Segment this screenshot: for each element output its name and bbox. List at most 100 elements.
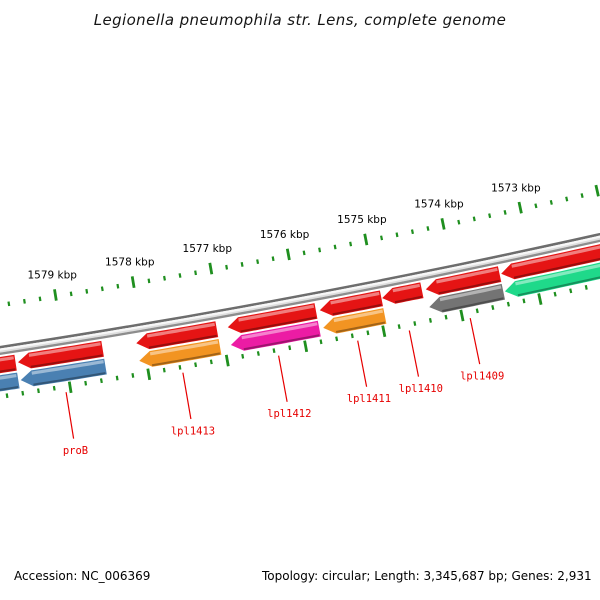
minor-tick-mark	[256, 351, 260, 356]
minor-tick-mark	[335, 336, 339, 342]
minor-tick-mark	[472, 216, 476, 222]
gene-label-line	[408, 330, 420, 377]
gene-arrow-highlight	[439, 285, 502, 302]
minor-tick-mark	[522, 298, 526, 304]
minor-tick-mark	[84, 380, 88, 386]
minor-tick-mark	[319, 339, 323, 345]
minor-tick-mark	[475, 308, 479, 314]
major-tick-mark	[537, 293, 543, 305]
minor-tick-mark	[565, 196, 569, 202]
minor-tick-mark	[413, 321, 417, 326]
minor-tick-mark	[333, 244, 337, 250]
gene-arrow-shadow	[438, 279, 500, 295]
gene-label-line	[469, 317, 481, 365]
major-tick-mark	[594, 184, 600, 197]
minor-tick-mark	[256, 259, 260, 264]
gene-arrow-shadow	[0, 386, 19, 391]
gene-arrow-highlight	[241, 322, 318, 340]
gene-arrow-highlight	[28, 342, 101, 357]
minor-tick-mark	[271, 256, 275, 262]
status-genome-info: Topology: circular; Length: 3,345,687 bp…	[262, 569, 592, 583]
minor-tick-mark	[272, 348, 276, 353]
scale-label: 1574 kbp	[414, 199, 464, 211]
scale-label: 1578 kbp	[105, 257, 155, 269]
minor-tick-mark	[99, 378, 103, 384]
gene-label-line	[278, 355, 288, 402]
gene-arrow-highlight	[31, 360, 104, 375]
major-tick-mark	[53, 289, 58, 301]
minor-tick-mark	[350, 333, 354, 339]
minor-tick-mark	[5, 393, 9, 399]
gene-arrow-highlight	[0, 374, 17, 380]
gene-arrow-shadow	[513, 257, 600, 279]
minor-tick-mark	[410, 229, 414, 235]
minor-tick-mark	[444, 314, 448, 320]
minor-tick-mark	[162, 367, 166, 373]
gene-arrow-highlight	[238, 304, 315, 322]
minor-tick-mark	[7, 301, 11, 307]
gene-arrow-shadow	[335, 321, 386, 333]
gene-label-lpl1410[interactable]: lpl1410	[399, 383, 443, 395]
gene-arrow-shadow	[240, 316, 317, 333]
scale-label: 1573 kbp	[491, 182, 541, 194]
minor-tick-mark	[147, 278, 151, 284]
gene-arrow-shadow	[394, 295, 423, 304]
genome-backbone	[0, 232, 600, 349]
minor-tick-mark	[584, 284, 588, 290]
minor-tick-mark	[426, 226, 430, 231]
minor-tick-mark	[178, 365, 182, 370]
major-tick-mark	[285, 248, 291, 261]
minor-tick-mark	[549, 199, 553, 205]
genome-backbone	[0, 235, 600, 351]
minor-tick-mark	[85, 288, 89, 294]
gene-arrow-shadow	[243, 334, 320, 351]
gene-label-lpl1413[interactable]: lpl1413	[171, 425, 215, 437]
minor-tick-mark	[38, 296, 42, 302]
scale-label: 1577 kbp	[183, 243, 233, 255]
major-tick-mark	[208, 262, 214, 275]
minor-tick-mark	[115, 375, 119, 381]
minor-tick-mark	[225, 264, 229, 270]
gene-arrow-shadow	[517, 276, 600, 297]
major-tick-mark	[459, 309, 465, 322]
major-tick-mark	[67, 381, 73, 394]
gene-label-lpl1409[interactable]: lpl1409	[460, 370, 504, 382]
gene-arrow-highlight	[515, 263, 600, 286]
gene-arrow-highlight	[330, 291, 380, 305]
gene-arrow-shadow	[332, 303, 382, 316]
gene-label-lpl1412[interactable]: lpl1412	[267, 408, 311, 420]
major-tick-mark	[130, 276, 136, 289]
gene-arrow-highlight	[146, 322, 215, 338]
minor-tick-mark	[288, 345, 292, 351]
page-title: Legionella pneumophila str. Lens, comple…	[93, 11, 507, 29]
minor-tick-mark	[302, 250, 306, 256]
major-tick-mark	[146, 368, 152, 381]
minor-tick-mark	[395, 232, 399, 238]
major-tick-mark	[363, 233, 369, 246]
gene-arrow-shadow	[148, 334, 217, 349]
gene-arrow-highlight	[333, 309, 383, 323]
status-accession: Accession: NC_006369	[14, 569, 151, 583]
gene-label-lpl1411[interactable]: lpl1411	[347, 393, 391, 405]
major-tick-mark	[224, 354, 230, 367]
minor-tick-mark	[491, 305, 495, 310]
gene-arrow-shadow	[30, 354, 103, 368]
minor-tick-mark	[241, 353, 245, 359]
minor-tick-mark	[21, 390, 25, 396]
minor-tick-mark	[553, 291, 557, 297]
gene-label-proB[interactable]: proB	[63, 445, 88, 457]
minor-tick-mark	[37, 388, 40, 394]
minor-tick-mark	[397, 324, 401, 330]
gene-arrow-shadow	[151, 352, 221, 367]
gene-label-line	[65, 392, 75, 439]
gene-arrow-highlight	[436, 267, 498, 284]
major-tick-mark	[303, 340, 309, 353]
gene-arrow-highlight	[511, 245, 600, 268]
minor-tick-mark	[569, 288, 573, 294]
minor-tick-mark	[194, 362, 198, 368]
major-tick-mark	[517, 201, 523, 214]
gene-arrow-shadow	[0, 368, 16, 373]
minor-tick-mark	[580, 193, 584, 199]
gene-arrow-highlight	[0, 356, 14, 362]
